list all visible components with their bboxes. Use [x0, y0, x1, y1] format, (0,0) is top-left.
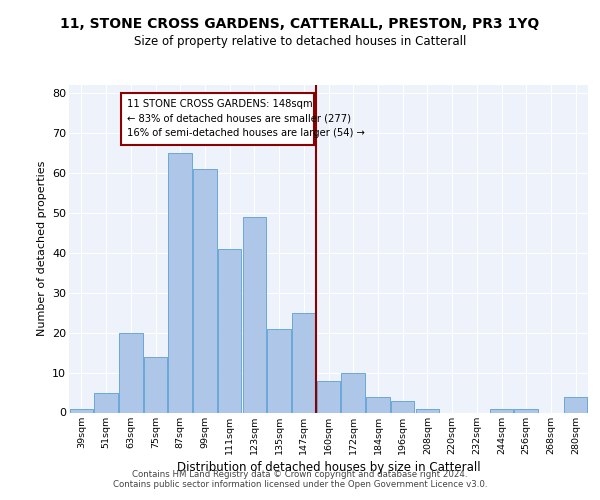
Bar [218, 248, 241, 412]
Bar [242, 217, 266, 412]
Bar [391, 400, 415, 412]
Bar [366, 396, 389, 412]
Bar [564, 396, 587, 412]
Bar [341, 372, 365, 412]
Text: Size of property relative to detached houses in Catterall: Size of property relative to detached ho… [134, 35, 466, 48]
Bar [317, 380, 340, 412]
Text: ← 83% of detached houses are smaller (277): ← 83% of detached houses are smaller (27… [127, 114, 351, 124]
Bar [119, 332, 143, 412]
Text: 16% of semi-detached houses are larger (54) →: 16% of semi-detached houses are larger (… [127, 128, 365, 138]
Text: Contains HM Land Registry data © Crown copyright and database right 2024.
Contai: Contains HM Land Registry data © Crown c… [113, 470, 487, 489]
Bar [144, 356, 167, 412]
Text: 11 STONE CROSS GARDENS: 148sqm: 11 STONE CROSS GARDENS: 148sqm [127, 100, 313, 110]
Y-axis label: Number of detached properties: Number of detached properties [37, 161, 47, 336]
Bar [514, 408, 538, 412]
Text: 11, STONE CROSS GARDENS, CATTERALL, PRESTON, PR3 1YQ: 11, STONE CROSS GARDENS, CATTERALL, PRES… [61, 18, 539, 32]
X-axis label: Distribution of detached houses by size in Catterall: Distribution of detached houses by size … [176, 460, 481, 473]
Bar [490, 408, 513, 412]
Bar [70, 408, 93, 412]
Bar [94, 392, 118, 412]
Bar [268, 328, 291, 412]
Bar [416, 408, 439, 412]
Bar [193, 169, 217, 412]
Bar [169, 153, 192, 412]
Bar [292, 312, 316, 412]
Bar [121, 93, 314, 145]
